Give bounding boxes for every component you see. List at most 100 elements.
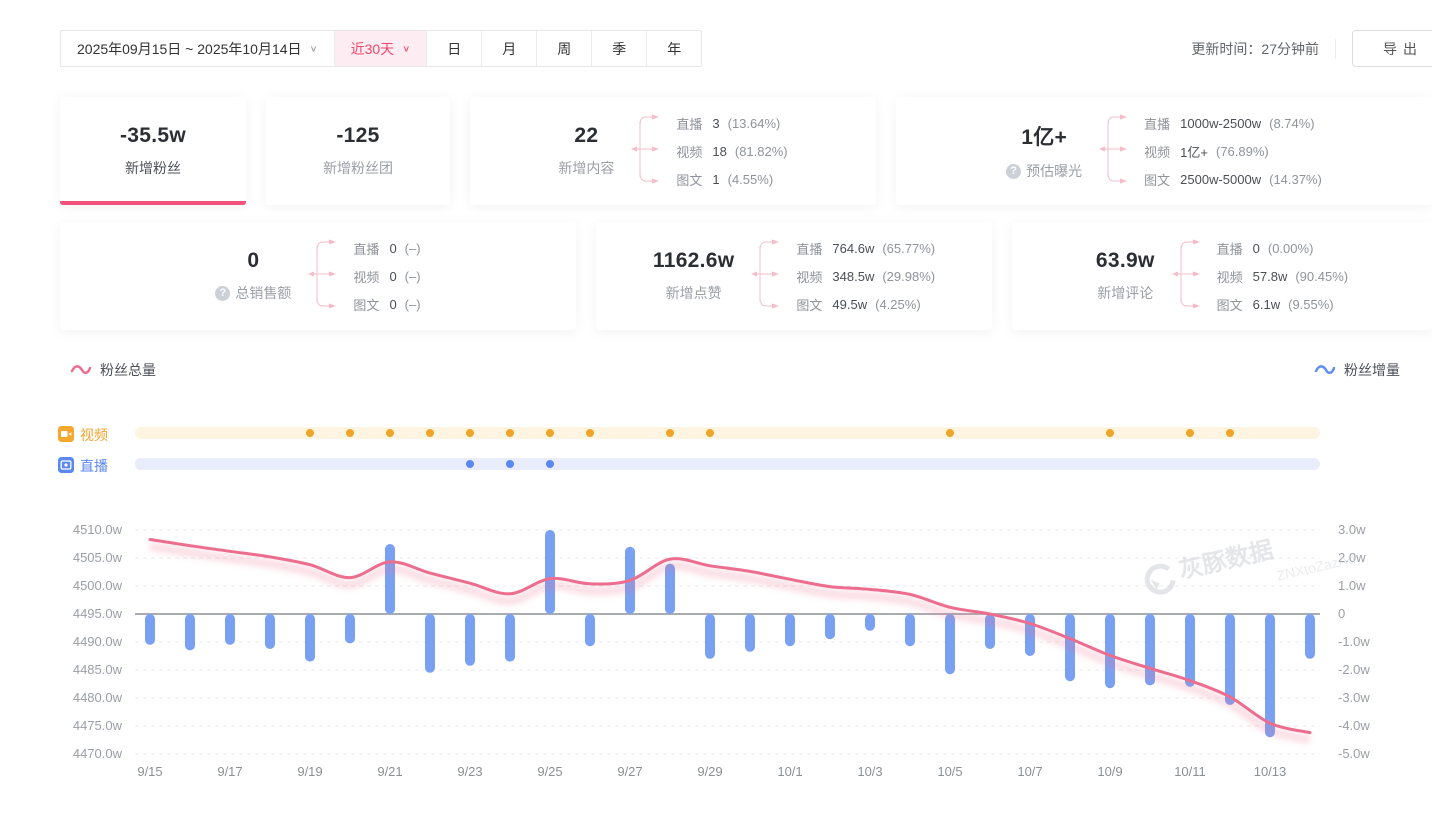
delta-bar[interactable] xyxy=(1105,614,1115,689)
kpi-label: 新增内容 xyxy=(558,160,615,176)
export-button[interactable]: 导出 xyxy=(1352,30,1432,67)
breakdown-name: 直播 xyxy=(676,116,703,132)
delta-bar[interactable] xyxy=(1225,614,1235,705)
date-range-picker[interactable]: 2025年09月15日 ~ 2025年10月14日 ∨ xyxy=(61,31,335,66)
delta-bar[interactable] xyxy=(585,614,595,647)
trend-chart[interactable]: 4510.0w 3.0w 4505.0w 2.0w 4500.0w 1.0w 4495.0w… xyxy=(0,500,1432,800)
delta-bar[interactable] xyxy=(865,614,875,631)
tab-quarter[interactable]: 季 xyxy=(592,31,648,66)
right-axis-tick: 2.0w xyxy=(1338,550,1366,565)
delta-bar[interactable] xyxy=(225,614,235,645)
breakdown-connector-wrap xyxy=(305,232,339,321)
breakdown-name: 直播 xyxy=(1216,241,1243,257)
delta-bar[interactable] xyxy=(185,614,195,651)
breakdown-value: 2500w-5000w xyxy=(1180,171,1262,187)
breakdown-row: 图文 49.5w (4.25%) xyxy=(796,290,935,318)
legend-fans-delta-label: 粉丝增量 xyxy=(1344,362,1400,378)
delta-bar[interactable] xyxy=(505,614,515,662)
delta-bar[interactable] xyxy=(945,614,955,675)
help-icon[interactable]: ? xyxy=(1006,163,1022,179)
breakdown-percent: (–) xyxy=(404,296,421,312)
kpi-value-block: 63.9w 新增评论 xyxy=(1096,249,1155,303)
breakdown-row: 视频 348.5w (29.98%) xyxy=(796,262,935,290)
right-axis-tick: 1.0w xyxy=(1338,578,1366,593)
breakdown-percent: (81.82%) xyxy=(734,143,788,159)
delta-bar[interactable] xyxy=(345,614,355,644)
delta-bar[interactable] xyxy=(785,614,795,647)
timeline-label-video: 视频 xyxy=(58,425,108,445)
quick-range-dropdown[interactable]: 近30天 ∨ xyxy=(334,31,428,66)
delta-bar[interactable] xyxy=(545,530,555,614)
breakdown-value: 0 xyxy=(1252,240,1260,256)
kpi-card-est-exposure[interactable]: 1亿+? 预估曝光 直播 1000w-2500w (8.74%) 视频 1亿+ (76.89%… xyxy=(896,97,1432,205)
divider xyxy=(1335,38,1336,59)
delta-bar[interactable] xyxy=(305,614,315,662)
kpi-card-new-comments[interactable]: 63.9w 新增评论 直播 0 (0.00%) 视频 57.8w (90.45%) 图文 6.1w… xyxy=(1012,222,1432,330)
delta-bar[interactable] xyxy=(705,614,715,659)
breakdown-value: 348.5w xyxy=(832,268,875,284)
delta-bar[interactable] xyxy=(145,614,155,645)
delta-bar[interactable] xyxy=(425,614,435,673)
breakdown-connector xyxy=(1099,113,1128,184)
tab-year[interactable]: 年 xyxy=(667,40,682,57)
kpi-card-new-fans-club[interactable]: -125 新增粉丝团 xyxy=(266,97,450,205)
delta-bar[interactable] xyxy=(1305,614,1315,659)
x-axis-tick: 10/9 xyxy=(1097,764,1122,779)
breakdown-connector-wrap xyxy=(1169,232,1203,321)
svg-text:灰豚数据: 灰豚数据 xyxy=(1176,537,1276,585)
publish-dot xyxy=(506,429,514,437)
breakdown-name: 图文 xyxy=(353,297,380,313)
right-axis-tick: 0 xyxy=(1338,606,1345,621)
kpi-value: -35.5w xyxy=(120,124,186,147)
help-icon[interactable]: ? xyxy=(215,285,231,301)
breakdown-row: 图文 6.1w (9.55%) xyxy=(1217,290,1348,318)
publish-dot xyxy=(1186,429,1194,437)
x-axis-tick: 9/29 xyxy=(697,764,722,779)
left-axis-tick: 4480.0w xyxy=(73,690,123,705)
delta-bar[interactable] xyxy=(1265,614,1275,738)
legend-fans-delta[interactable]: 粉丝增量 xyxy=(1314,360,1400,380)
breakdown-row: 直播 0 (–) xyxy=(353,234,420,262)
publish-dot xyxy=(666,429,674,437)
x-axis-tick: 10/7 xyxy=(1017,764,1042,779)
kpi-row-1: -35.5w 新增粉丝 -125 新增粉丝团 22 新增内容 直播 3 (13.64%) 视频 18… xyxy=(60,97,1432,205)
breakdown-value: 57.8w xyxy=(1252,268,1288,284)
breakdown-percent: (–) xyxy=(404,268,421,284)
breakdown-name: 直播 xyxy=(1144,116,1171,132)
breakdown-percent: (76.89%) xyxy=(1215,143,1269,159)
breakdown-value: 49.5w xyxy=(832,296,868,312)
delta-bar[interactable] xyxy=(1185,614,1195,687)
delta-bar[interactable] xyxy=(265,614,275,649)
delta-bar[interactable] xyxy=(665,563,675,614)
wave-line-icon xyxy=(1314,365,1336,374)
left-axis-tick: 4500.0w xyxy=(73,578,123,593)
kpi-card-new-likes[interactable]: 1162.6w 新增点赞 直播 764.6w (65.77%) 视频 348.5w (29.9… xyxy=(596,222,992,330)
delta-bar[interactable] xyxy=(465,614,475,666)
delta-bar[interactable] xyxy=(905,614,915,647)
video-icon xyxy=(58,425,74,442)
delta-bar[interactable] xyxy=(745,614,755,652)
left-axis-tick: 4505.0w xyxy=(73,550,123,565)
tab-day[interactable]: 日 xyxy=(427,31,483,66)
delta-bar[interactable] xyxy=(825,614,835,640)
x-axis-tick: 9/17 xyxy=(217,764,242,779)
live-icon-wrap xyxy=(58,456,74,476)
breakdown-row: 图文 0 (–) xyxy=(353,290,420,318)
left-axis-tick: 4485.0w xyxy=(73,662,123,677)
kpi-card-new-fans[interactable]: -35.5w 新增粉丝 xyxy=(60,97,246,205)
breakdown-name: 图文 xyxy=(796,297,823,313)
publish-dot xyxy=(946,429,954,437)
timeline-label-text: 视频 xyxy=(80,427,108,443)
kpi-card-new-content[interactable]: 22 新增内容 直播 3 (13.64%) 视频 18 (81.82%) 图文 1 (4.55%) xyxy=(470,97,876,205)
kpi-label: 预估曝光 xyxy=(1026,163,1083,179)
tab-month[interactable]: 月 xyxy=(482,31,538,66)
date-toolbar: 2025年09月15日 ~ 2025年10月14日 ∨ 近30天 ∨ 日月周季 年 xyxy=(60,30,703,67)
breakdown-percent: (29.98%) xyxy=(882,268,936,284)
breakdown-row: 直播 764.6w (65.77%) xyxy=(796,234,935,262)
publish-dot xyxy=(1106,429,1114,437)
tab-week[interactable]: 周 xyxy=(537,31,593,66)
legend-fans-total[interactable]: 粉丝总量 xyxy=(70,360,156,380)
total-line-glow xyxy=(149,542,1312,745)
kpi-card-total-sales[interactable]: 0? 总销售额 直播 0 (–) 视频 0 (–) 图文 0 (–) xyxy=(60,222,576,330)
delta-bar[interactable] xyxy=(385,544,395,614)
